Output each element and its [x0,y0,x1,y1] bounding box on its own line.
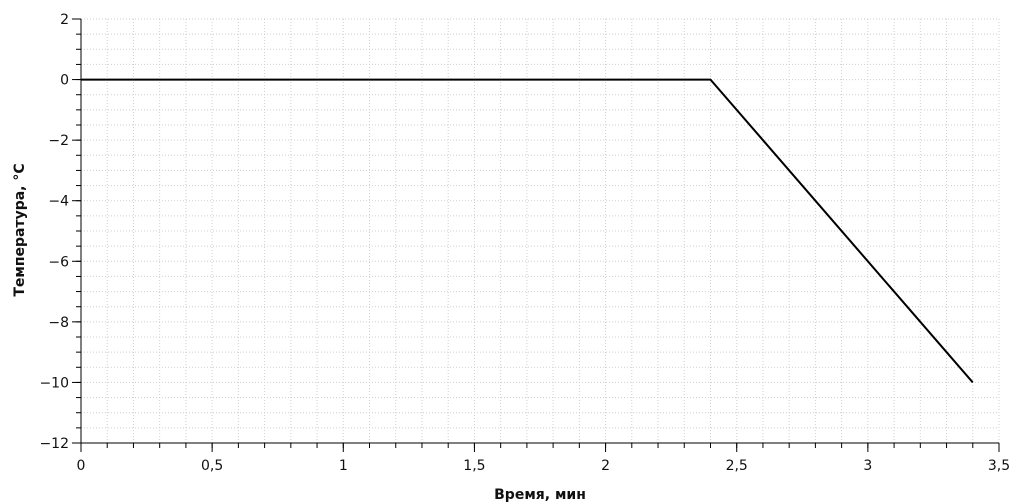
y-tick-label: −4 [48,194,69,210]
y-axis-title: Температура, °С [12,163,28,296]
y-tick-label: −6 [48,254,69,270]
y-tick-label: 2 [60,12,69,28]
y-tick-label: −2 [48,133,69,149]
x-tick-label: 1,5 [463,458,485,474]
x-axis-title: Время, мин [494,487,586,503]
ticks-layer [72,18,1000,452]
x-tick-label: 1 [339,458,348,474]
x-tick-label: 0 [77,458,86,474]
y-tick-label: −12 [39,436,69,452]
series-layer [81,78,974,384]
x-tick-label: 2,5 [726,458,748,474]
series-line-0 [81,78,974,384]
y-tick-label: 0 [60,73,69,89]
x-tick-label: 3,5 [988,458,1010,474]
x-tick-label: 3 [863,458,872,474]
y-tick-label: −8 [48,315,69,331]
labels-layer: 0 0,5 1 1,5 2 2,5 3 3,5 2 0 −2 −4 −6 −8 −10 −12 [39,12,1010,474]
x-tick-label: 0,5 [201,458,223,474]
x-tick-label: 2 [601,458,610,474]
y-tick-label: −10 [39,375,69,391]
grid-layer [80,18,1000,444]
